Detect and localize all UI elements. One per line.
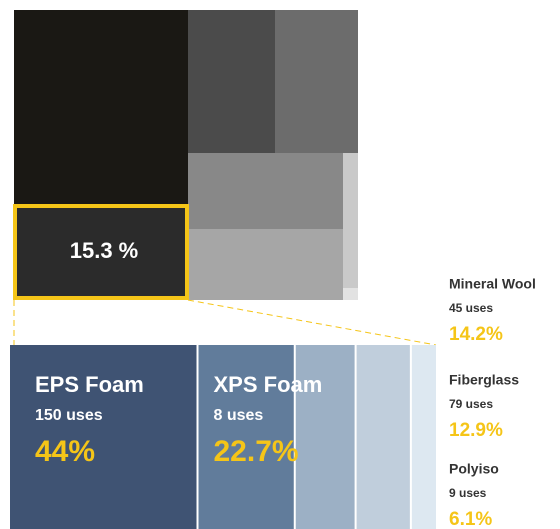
side-name: Mineral Wool [449,276,536,292]
side-share: 6.1% [449,509,492,529]
side-name: Polyiso [449,461,499,477]
side-uses: 79 uses [449,397,493,411]
tile [198,345,294,529]
tile [10,345,197,529]
side-share: 14.2% [449,324,503,345]
highlight-label: 15.3 % [70,238,139,263]
tile-name: XPS Foam [214,372,323,397]
tile [188,10,275,153]
tile [411,345,436,529]
tile [295,345,355,529]
side-name: Fiberglass [449,372,519,388]
tile-uses: 150 uses [35,407,103,424]
tile-share: 22.7% [214,435,299,468]
side-share: 12.9% [449,420,503,441]
tile [343,288,358,300]
highlight-tile [14,205,188,300]
tile [14,10,188,205]
tile-name: EPS Foam [35,372,144,397]
tile [343,153,358,288]
tile [356,345,410,529]
highlight-border [13,204,189,300]
side-uses: 45 uses [449,301,493,315]
tile-share: 44% [35,435,95,468]
tile [275,10,358,153]
tile [188,153,343,229]
tile-uses: 8 uses [214,407,264,424]
tile [188,229,343,300]
connector [187,299,437,346]
side-uses: 9 uses [449,486,487,500]
